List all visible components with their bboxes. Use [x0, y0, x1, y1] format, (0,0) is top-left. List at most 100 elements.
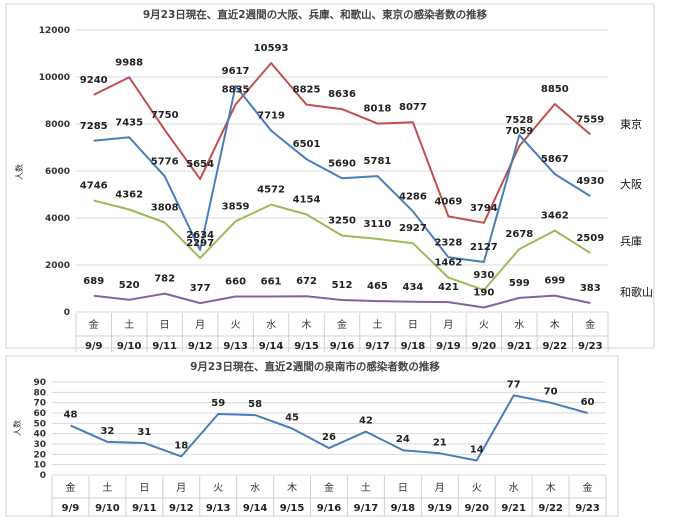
y-tick-label: 30 — [33, 440, 46, 450]
x-tick-date: 9/18 — [391, 503, 416, 514]
data-label: 520 — [119, 280, 140, 291]
x-tick-weekday: 土 — [102, 481, 112, 494]
x-tick-weekday: 日 — [408, 320, 418, 331]
series-name-大阪: 大阪 — [620, 177, 642, 191]
data-label: 5781 — [364, 156, 392, 167]
data-label: 8850 — [541, 84, 569, 95]
x-tick-date: 9/19 — [436, 341, 461, 352]
data-label: 4286 — [399, 191, 427, 202]
data-label: 14 — [470, 445, 484, 456]
data-label: 4746 — [80, 180, 108, 191]
data-label: 599 — [509, 278, 530, 289]
x-tick-weekday: 木 — [302, 319, 312, 331]
data-label: 689 — [83, 276, 104, 287]
x-tick-date: 9/21 — [507, 341, 532, 352]
data-label: 8018 — [364, 104, 392, 115]
data-label: 42 — [359, 416, 373, 427]
data-label: 45 — [285, 413, 299, 424]
x-tick-weekday: 土 — [361, 481, 371, 494]
data-label: 3110 — [364, 219, 392, 230]
data-label: 7559 — [576, 114, 604, 125]
x-tick-weekday: 月 — [195, 319, 205, 331]
data-label: 32 — [100, 426, 114, 437]
x-tick-weekday: 土 — [372, 318, 382, 331]
data-label: 3808 — [151, 203, 179, 214]
x-tick-weekday: 月 — [176, 482, 186, 494]
x-tick-date: 9/16 — [330, 341, 355, 352]
x-tick-date: 9/14 — [259, 341, 284, 352]
chart2-title: 9月23日現在、直近2週間の泉南市の感染者数の推移 — [190, 360, 440, 373]
data-label: 6501 — [293, 139, 321, 150]
data-label: 9617 — [222, 66, 250, 77]
x-tick-weekday: 日 — [398, 483, 408, 494]
data-label: 2927 — [399, 223, 427, 234]
chart2-data-labels: 48 32 31 18 59 58 45 26 42 24 21 14 77 70 60 — [64, 379, 595, 455]
y-tick-label: 70 — [33, 399, 46, 409]
x-tick-weekday: 日 — [139, 483, 149, 494]
data-label: 4930 — [576, 176, 604, 187]
x-tick-weekday: 水 — [250, 482, 260, 494]
data-label: 4069 — [434, 196, 462, 207]
data-label: 421 — [438, 282, 459, 293]
data-label: 672 — [296, 276, 317, 287]
data-label: 3794 — [470, 203, 498, 214]
x-tick-weekday: 水 — [266, 319, 276, 331]
data-label: 5690 — [328, 158, 356, 169]
chart2-x-axis: 金 9/9 土 9/10 日 9/11 月 9/12 火 9/13 水 9/14 木 9/15 金 9/16 土… — [51, 476, 607, 516]
x-tick-date: 9/18 — [401, 341, 426, 352]
y-tick-label: 6000 — [45, 167, 70, 177]
data-label: 3462 — [541, 211, 569, 222]
series-line-和歌山 — [93, 292, 591, 309]
x-tick-weekday: 月 — [443, 319, 453, 331]
data-label: 8636 — [328, 89, 356, 100]
y-tick-label: 90 — [33, 378, 46, 388]
x-tick-date: 9/23 — [575, 503, 600, 514]
x-tick-date: 9/12 — [169, 503, 194, 514]
data-label: 3859 — [222, 201, 250, 212]
data-label: 2509 — [576, 233, 604, 244]
data-label: 8835 — [222, 84, 250, 95]
data-label: 2634 — [186, 230, 214, 241]
x-tick-weekday: 木 — [287, 482, 297, 494]
y-tick-label: 40 — [33, 430, 46, 440]
data-label: 2678 — [505, 229, 533, 240]
y-tick-label: 8000 — [45, 120, 70, 130]
x-tick-weekday: 月 — [435, 482, 445, 494]
data-label: 4572 — [257, 185, 285, 196]
y-tick-label: 0 — [40, 471, 46, 481]
x-tick-date: 9/17 — [354, 503, 379, 514]
y-tick-label: 60 — [33, 409, 46, 419]
data-label: 660 — [225, 276, 246, 287]
data-label: 24 — [396, 434, 410, 445]
x-tick-weekday: 水 — [509, 482, 519, 494]
data-label: 512 — [332, 280, 353, 291]
data-label: 2328 — [434, 237, 462, 248]
x-tick-date: 9/22 — [543, 341, 568, 352]
x-tick-date: 9/14 — [243, 503, 268, 514]
data-label: 2127 — [470, 242, 498, 253]
x-tick-weekday: 火 — [472, 482, 482, 494]
y-tick-label: 10 — [33, 461, 46, 471]
x-tick-weekday: 木 — [550, 319, 560, 331]
x-tick-date: 9/10 — [117, 341, 142, 352]
chart1-data-labels: 9240 9988 7750 5654 8835 10593 8825 8636 8018 807… — [80, 43, 604, 298]
data-label: 10593 — [254, 43, 289, 54]
data-label: 7750 — [151, 110, 179, 121]
data-label: 699 — [544, 276, 565, 287]
data-label: 7285 — [80, 121, 108, 132]
x-tick-date: 9/9 — [85, 341, 103, 352]
x-tick-weekday: 金 — [324, 481, 334, 494]
chart1-y-ticks: 0 2000 4000 6000 8000 10000 12000 — [39, 26, 70, 318]
data-label: 21 — [433, 437, 447, 448]
chart-sennan: 9月23日現在、直近2週間の泉南市の感染者数の推移 人数 01020304050… — [5, 355, 619, 517]
data-label: 782 — [154, 274, 175, 285]
data-label: 4362 — [115, 189, 143, 200]
data-label: 31 — [137, 427, 151, 438]
x-tick-weekday: 金 — [337, 318, 347, 331]
x-tick-weekday: 土 — [124, 318, 134, 331]
x-tick-date: 9/12 — [188, 341, 213, 352]
data-label: 48 — [64, 409, 78, 420]
